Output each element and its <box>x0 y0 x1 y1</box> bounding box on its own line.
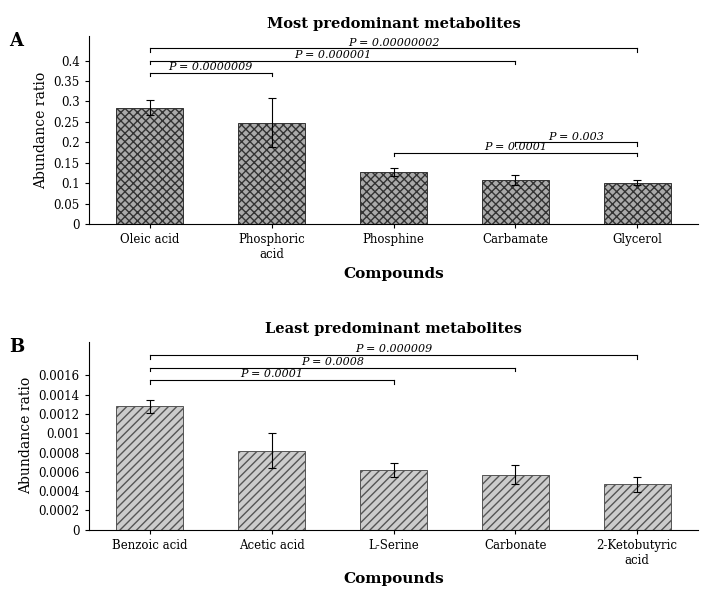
Bar <box>482 180 549 224</box>
Y-axis label: Abundance ratio: Abundance ratio <box>19 377 33 494</box>
Text: P = 0.0001: P = 0.0001 <box>484 142 547 152</box>
Text: P = 0.0001: P = 0.0001 <box>240 370 303 379</box>
Title: Least predominant metabolites: Least predominant metabolites <box>265 323 522 336</box>
Bar <box>360 470 427 530</box>
Text: P = 0.000009: P = 0.000009 <box>355 344 432 355</box>
Text: A: A <box>9 32 24 50</box>
Text: P = 0.0008: P = 0.0008 <box>301 357 364 367</box>
Text: P = 0.0000009: P = 0.0000009 <box>169 62 253 72</box>
Bar <box>482 475 549 530</box>
Bar <box>117 406 184 530</box>
X-axis label: Compounds: Compounds <box>343 267 444 280</box>
Y-axis label: Abundance ratio: Abundance ratio <box>34 71 48 189</box>
Bar <box>603 183 671 224</box>
Bar <box>603 484 671 530</box>
Bar <box>117 107 184 224</box>
Text: P = 0.003: P = 0.003 <box>548 131 604 142</box>
Bar <box>238 122 305 224</box>
Title: Most predominant metabolites: Most predominant metabolites <box>267 17 521 31</box>
Bar <box>360 172 427 224</box>
X-axis label: Compounds: Compounds <box>343 572 444 586</box>
Text: P = 0.00000002: P = 0.00000002 <box>347 37 439 48</box>
Bar <box>238 450 305 530</box>
Text: P = 0.000001: P = 0.000001 <box>294 50 371 60</box>
Text: B: B <box>9 338 25 356</box>
